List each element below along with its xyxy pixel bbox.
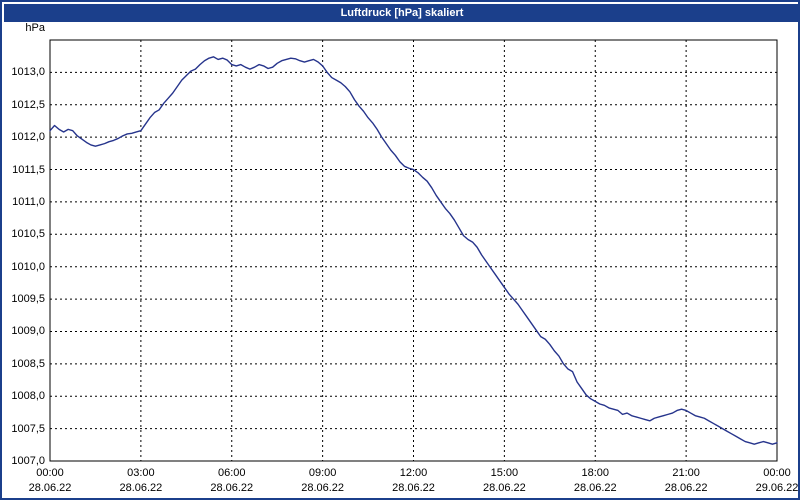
x-axis-tick-date: 28.06.22 [210, 482, 254, 494]
x-axis-tick-date: 28.06.22 [664, 482, 708, 494]
series-line-luftdruck [49, 56, 778, 445]
y-axis-tick-label: 1012,5 [11, 98, 45, 111]
x-axis-tick-date: 28.06.22 [301, 482, 345, 494]
x-axis-tick-time: 09:00 [308, 467, 337, 479]
x-axis-tick-time: 03:00 [127, 467, 155, 479]
x-axis-tick-time: 21:00 [672, 467, 700, 479]
x-axis-tick-time: 18:00 [581, 467, 610, 479]
y-axis-tick-label: 1010,5 [11, 228, 45, 241]
y-axis-tick-label: 1007,5 [11, 422, 45, 435]
grid-lines [50, 40, 777, 461]
y-axis-tick-label: 1008,0 [11, 390, 45, 403]
y-axis-tick-label: 1011,5 [12, 163, 45, 176]
x-axis-tick-date: 28.06.22 [119, 482, 163, 494]
x-axis-tick-time: 00:00 [763, 467, 791, 479]
x-axis-tick-date: 28.06.22 [392, 482, 435, 494]
y-axis-tick-label: 1010,0 [11, 260, 45, 273]
y-axis-tick-label: 1009,5 [11, 293, 45, 306]
x-axis-tick-date: 29.06.22 [755, 482, 799, 494]
x-axis-tick-time: 00:00 [36, 467, 64, 479]
y-axis-tick-label: 1013,0 [11, 66, 45, 79]
x-axis-tick-date: 28.06.22 [573, 482, 617, 494]
y-axis-tick-label: 1011,0 [12, 195, 45, 208]
y-axis-tick-label: 1012,0 [11, 131, 45, 144]
x-axis-tick-time: 15:00 [490, 467, 519, 479]
x-axis-tick-date: 28.06.22 [28, 482, 72, 494]
y-axis-title: hPa [25, 22, 45, 34]
plot-border [49, 39, 778, 462]
y-axis-tick-label: 1009,0 [11, 325, 45, 338]
window-title: Luftdruck [hPa] skaliert [4, 4, 800, 22]
x-axis-tick-time: 12:00 [399, 467, 428, 479]
x-axis-tick-date: 28.06.22 [482, 482, 526, 494]
y-axis-tick-label: 1008,5 [11, 357, 45, 370]
y-axis-tick-label: 1007,0 [11, 455, 45, 467]
x-axis-tick-time: 06:00 [217, 467, 246, 479]
